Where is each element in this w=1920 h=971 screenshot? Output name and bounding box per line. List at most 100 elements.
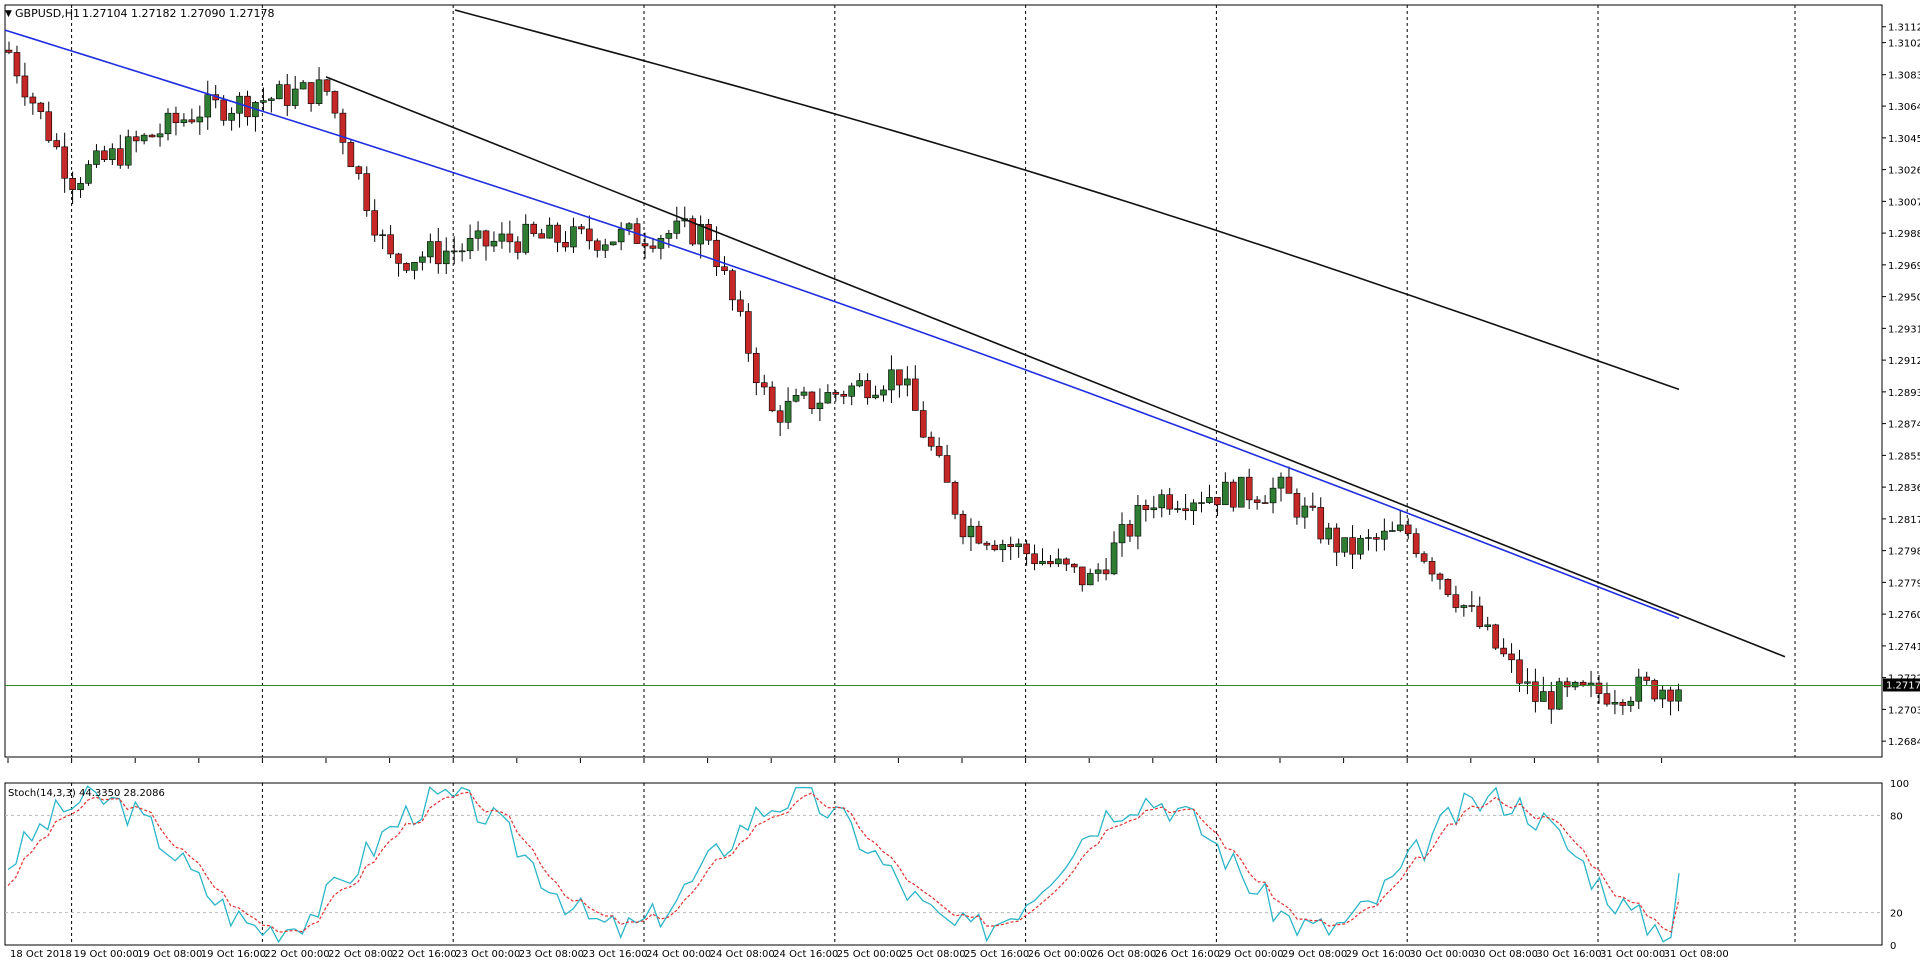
candle-body bbox=[482, 230, 490, 247]
current-price-tag bbox=[1883, 678, 1920, 692]
candle-body bbox=[355, 166, 363, 174]
candle-body bbox=[1309, 505, 1317, 508]
candle-body bbox=[1301, 505, 1309, 518]
candle-body bbox=[1071, 563, 1078, 568]
candle-body bbox=[61, 146, 68, 179]
stoch-tick-label: 20 bbox=[1890, 909, 1903, 920]
dropdown-arrow-icon[interactable]: ▼ bbox=[5, 9, 12, 19]
candle-body bbox=[1086, 573, 1094, 586]
candle-body bbox=[935, 445, 943, 456]
price-tick-label: 1.28175 bbox=[1888, 515, 1920, 526]
candle-body bbox=[1484, 624, 1491, 627]
candle-body bbox=[1373, 537, 1380, 540]
candles-layer bbox=[5, 41, 1682, 724]
candle-body bbox=[593, 240, 601, 251]
candle-body bbox=[1659, 689, 1666, 700]
price-tick-label: 1.29695 bbox=[1888, 261, 1920, 272]
price-tick-label: 1.26845 bbox=[1888, 737, 1920, 748]
candle-body bbox=[291, 88, 299, 106]
time-label: 23 Oct 16:00 bbox=[582, 949, 647, 960]
candle-body bbox=[474, 230, 482, 239]
time-label: 29 Oct 16:00 bbox=[1346, 949, 1411, 960]
candle-body bbox=[927, 436, 935, 447]
candle-body bbox=[919, 410, 927, 438]
candle-body bbox=[1460, 605, 1468, 608]
time-label: 30 Oct 08:00 bbox=[1473, 949, 1538, 960]
candle-body bbox=[1627, 700, 1635, 706]
candle-body bbox=[848, 385, 856, 397]
candle-body bbox=[188, 119, 196, 123]
candle-body bbox=[1420, 553, 1428, 562]
candle-body bbox=[1635, 676, 1643, 702]
time-label: 26 Oct 08:00 bbox=[1091, 949, 1156, 960]
candle-body bbox=[363, 173, 371, 211]
candle-body bbox=[85, 164, 92, 184]
candle-body bbox=[570, 226, 577, 248]
candle-body bbox=[816, 402, 824, 410]
candle-body bbox=[601, 244, 609, 251]
price-tick-label: 1.31120 bbox=[1888, 23, 1920, 34]
trendline bbox=[325, 76, 1786, 658]
candle-body bbox=[1206, 497, 1213, 503]
candle-body bbox=[77, 183, 84, 190]
candle-body bbox=[880, 389, 887, 396]
candle-body bbox=[1118, 524, 1126, 544]
time-label: 25 Oct 16:00 bbox=[964, 949, 1029, 960]
stoch-main-line bbox=[7, 785, 1680, 944]
time-label: 26 Oct 00:00 bbox=[1028, 949, 1093, 960]
candle-body bbox=[117, 148, 124, 166]
time-label: 23 Oct 08:00 bbox=[519, 949, 584, 960]
price-tick-label: 1.30833 bbox=[1888, 71, 1920, 82]
candle-body bbox=[856, 380, 863, 387]
sma-slow-line bbox=[454, 9, 1680, 391]
candle-body bbox=[371, 210, 379, 236]
candle-body bbox=[1643, 676, 1650, 681]
candle-body bbox=[403, 263, 410, 271]
candle-body bbox=[1500, 647, 1507, 655]
candle-body bbox=[395, 253, 402, 264]
candle-body bbox=[1055, 558, 1062, 565]
candle-body bbox=[1571, 681, 1579, 688]
candle-body bbox=[808, 391, 816, 410]
candle-body bbox=[586, 228, 593, 242]
symbol-label: GBPUSD,H1 bbox=[15, 7, 80, 20]
candle-body bbox=[148, 134, 156, 138]
candle-body bbox=[1110, 542, 1118, 575]
time-label: 19 Oct 00:00 bbox=[74, 949, 139, 960]
candle-body bbox=[1603, 693, 1611, 705]
candle-body bbox=[331, 91, 339, 114]
candle-body bbox=[522, 223, 530, 253]
candle-body bbox=[1404, 524, 1412, 534]
price-tick-label: 1.27985 bbox=[1888, 547, 1920, 558]
price-tick-label: 1.30645 bbox=[1888, 102, 1920, 113]
candle-body bbox=[1396, 524, 1404, 531]
price-tick-label: 1.27795 bbox=[1888, 578, 1920, 589]
candle-body bbox=[1444, 579, 1452, 595]
price-tick-label: 1.27415 bbox=[1888, 642, 1920, 653]
candle-body bbox=[379, 234, 386, 236]
candle-body bbox=[760, 382, 768, 388]
candle-body bbox=[1341, 537, 1348, 553]
candle-body bbox=[466, 237, 474, 252]
time-label: 29 Oct 00:00 bbox=[1218, 949, 1283, 960]
candle-body bbox=[641, 243, 649, 247]
candle-body bbox=[713, 239, 720, 268]
candle-body bbox=[1078, 566, 1086, 586]
time-label: 31 Oct 00:00 bbox=[1600, 949, 1665, 960]
candle-body bbox=[991, 544, 999, 551]
price-axis: 1.31120 1.31025 1.30833 1.30645 1.30455 1.302… bbox=[1882, 23, 1920, 748]
candle-body bbox=[1587, 682, 1595, 686]
price-tick-label: 1.28365 bbox=[1888, 483, 1920, 494]
candle-body bbox=[776, 410, 784, 423]
candle-body bbox=[1190, 502, 1197, 512]
candle-body bbox=[546, 224, 553, 239]
candle-body bbox=[458, 250, 466, 253]
candle-body bbox=[1381, 530, 1388, 540]
candle-body bbox=[1230, 481, 1237, 508]
candle-body bbox=[1555, 681, 1563, 710]
candle-body bbox=[307, 82, 315, 104]
candle-body bbox=[896, 369, 903, 386]
candle-body bbox=[665, 233, 673, 239]
